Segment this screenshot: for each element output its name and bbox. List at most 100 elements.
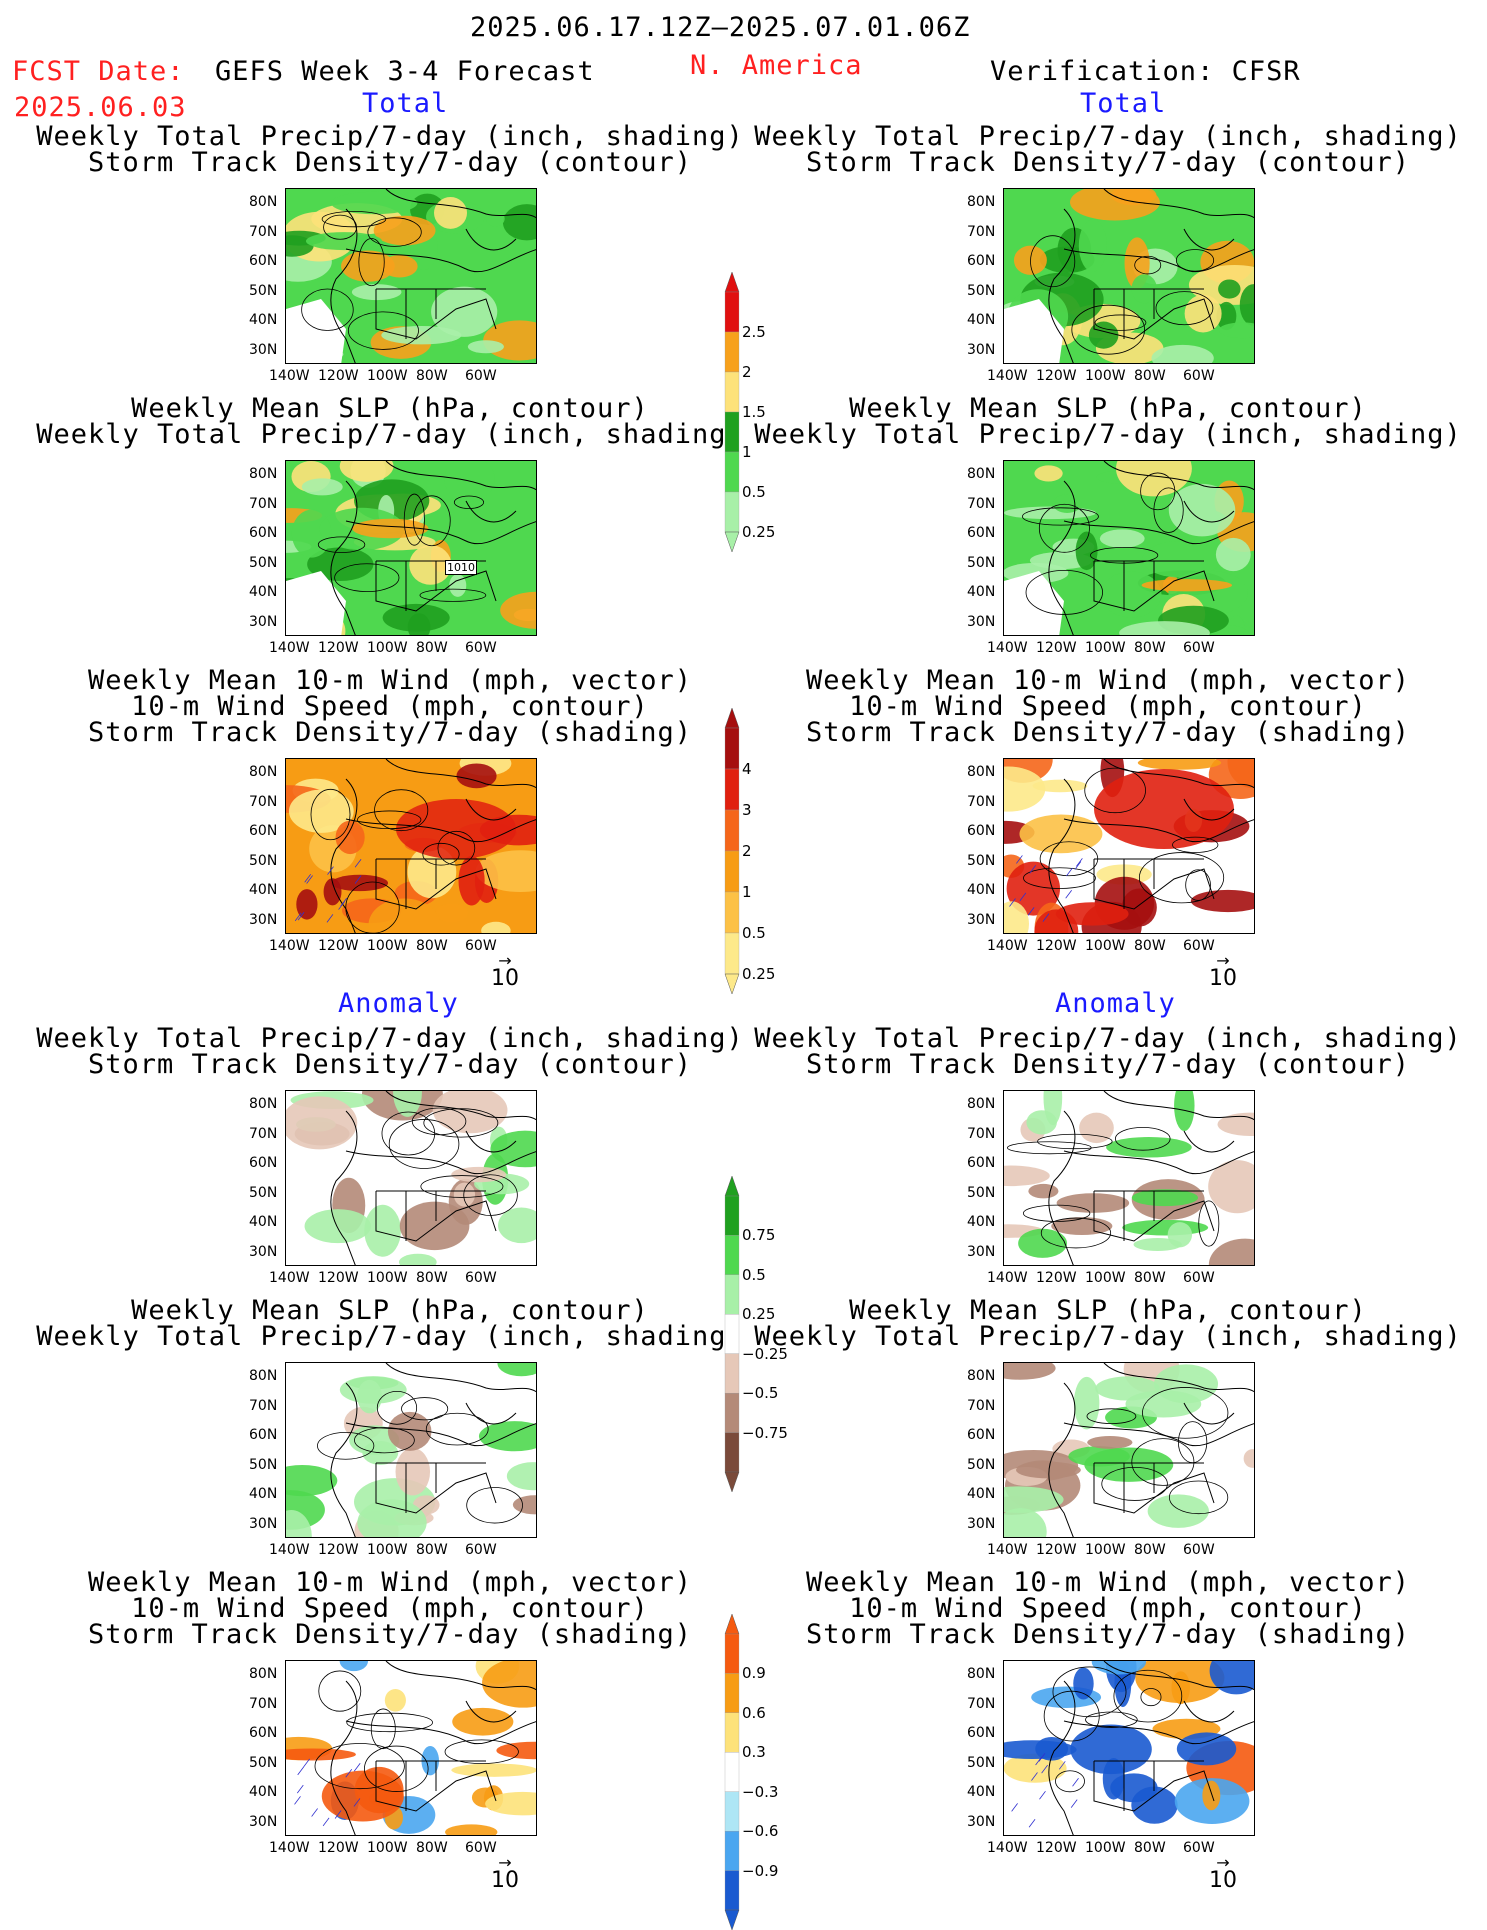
contour-line (1084, 767, 1146, 814)
shading-blob (1239, 284, 1254, 326)
lat-label: 40N (249, 1214, 278, 1230)
lat-label: 70N (249, 1695, 278, 1712)
lat-label: 80N (249, 194, 278, 210)
contour-line (1185, 869, 1211, 901)
wind-vector (322, 1817, 330, 1827)
colorbar-label: 2 (742, 842, 752, 860)
wind-vector (1028, 1818, 1036, 1828)
vector-reference: → 10 (485, 1855, 525, 1894)
lon-label: 60W (1183, 938, 1215, 954)
shading-blob (1006, 861, 1061, 916)
contour-line (403, 493, 425, 546)
contour-line (334, 563, 400, 593)
shading-blob (1202, 1780, 1221, 1811)
lon-label: 100W (367, 1542, 408, 1558)
lat-label: 40N (967, 584, 996, 600)
lat-label: 60N (967, 525, 996, 541)
wind-vector (1066, 867, 1073, 877)
lon-label: 100W (367, 1270, 408, 1286)
lat-label: 60N (967, 823, 996, 839)
wind-vector (345, 1769, 353, 1778)
lon-label: 60W (465, 1270, 497, 1286)
lat-label: 40N (249, 1486, 278, 1502)
contour-line (1086, 1408, 1137, 1424)
panel-title: Storm Track Density/7-day (contour) (806, 1049, 1410, 1080)
shading-blob (1004, 1740, 1077, 1760)
lon-label: 100W (1085, 1840, 1126, 1856)
lon-label: 60W (465, 1542, 497, 1558)
lat-label: 50N (967, 852, 996, 869)
shading-blob (497, 1363, 536, 1377)
shading-blob (1004, 1486, 1064, 1513)
shading-blob (431, 286, 498, 337)
wind-vector (1058, 1761, 1066, 1770)
shading-blob (1026, 1110, 1057, 1135)
colorbar-label: 0.25 (742, 965, 776, 983)
map-canvas (1004, 1091, 1254, 1265)
shading-blob (1004, 901, 1030, 933)
lat-label: 50N (967, 282, 996, 299)
colorbar-label: −0.6 (742, 1822, 779, 1841)
shading-blob (339, 461, 394, 482)
lat-label: 70N (249, 793, 278, 810)
shading-blob (1147, 1494, 1209, 1528)
contour-line (370, 1708, 396, 1750)
shading-blob (1028, 1183, 1059, 1199)
lon-label: 120W (318, 1542, 359, 1558)
contour-line (453, 495, 485, 509)
lon-label: 60W (1183, 368, 1215, 384)
colorbar-segment (724, 1830, 740, 1871)
shading-blob (335, 820, 365, 855)
colorbar-label: 1.5 (742, 403, 766, 421)
shading-blob (339, 1661, 369, 1672)
contour-line (317, 536, 366, 553)
contour-line (1030, 235, 1076, 288)
lat-label: 60N (249, 1155, 278, 1171)
contour-line (376, 1390, 418, 1425)
contour-line (1052, 1666, 1127, 1718)
shading-blob (485, 1791, 536, 1816)
colorbar-segment (724, 1673, 740, 1714)
panel-title: Weekly Total Precip/7-day (inch, shading… (36, 419, 744, 450)
shading-blob (1131, 1786, 1178, 1824)
panel-title: Storm Track Density/7-day (shading) (806, 717, 1410, 748)
shading-blob (1119, 621, 1210, 635)
contour-line (1138, 852, 1225, 904)
colorbar-segment (724, 1235, 740, 1276)
shading-blob (1151, 344, 1214, 363)
shading-blob (331, 874, 389, 892)
arrow-icon: → (1216, 1853, 1230, 1872)
colorbar-precip-total (724, 272, 740, 552)
coastline (1048, 1363, 1254, 1537)
wind-vector (1029, 865, 1037, 874)
shading-blob (485, 210, 505, 227)
shading-blob (435, 903, 468, 923)
map-panel (285, 1362, 537, 1538)
panel-title: Weekly Total Precip/7-day (inch, shading… (36, 1023, 744, 1054)
lat-label: 50N (967, 1184, 996, 1201)
colorbar-segment (724, 1353, 740, 1394)
shading-blob (351, 284, 402, 301)
lon-label: 80W (1134, 938, 1166, 954)
lon-label: 60W (465, 640, 497, 656)
contour-line (314, 1743, 405, 1790)
wind-vector (297, 911, 305, 921)
map-panel (1003, 460, 1255, 636)
panel-title: Weekly Mean 10-m Wind (mph, vector) (806, 665, 1410, 696)
contour-line (346, 1712, 433, 1733)
lon-label: 120W (318, 368, 359, 384)
lat-label: 70N (967, 1695, 996, 1712)
colorbar-label: 2.5 (742, 323, 766, 341)
panel-title: Weekly Total Precip/7-day (inch, shading… (754, 121, 1462, 152)
storm-maximum (396, 799, 516, 859)
shading-blob (467, 340, 504, 354)
colorbar-top-triangle (724, 1176, 740, 1197)
lon-label: 120W (1036, 1270, 1077, 1286)
lon-label: 100W (367, 1840, 408, 1856)
shading-blob (1184, 294, 1222, 333)
map-canvas (1004, 1661, 1254, 1835)
section-anomaly-left: Anomaly (338, 988, 459, 1019)
panel-title: 10-m Wind Speed (mph, contour) (849, 691, 1367, 722)
lat-label: 60N (249, 525, 278, 541)
wind-vector (354, 875, 362, 884)
